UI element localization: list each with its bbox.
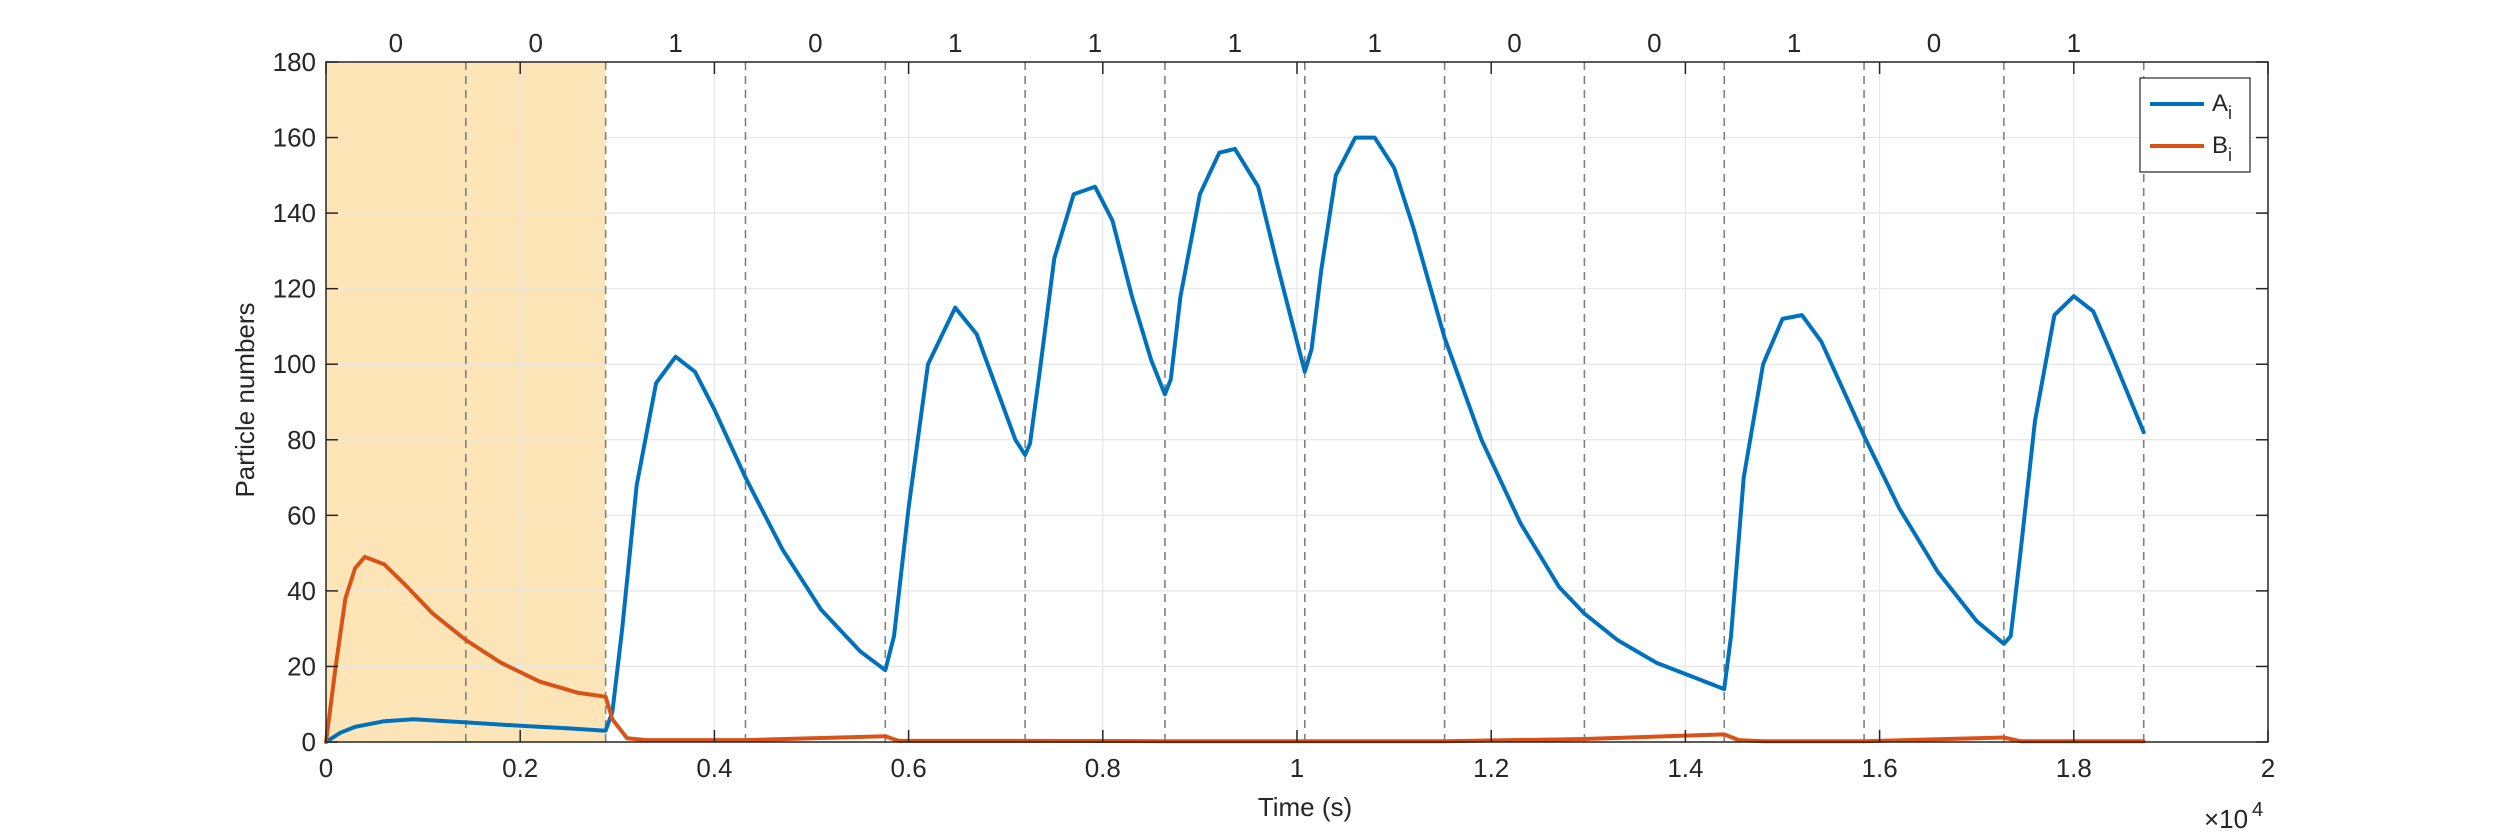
legend-label-a-subscript: i: [2228, 103, 2232, 123]
x-tick-label: 2: [2261, 753, 2275, 783]
series-layer: [324, 135, 2146, 744]
legend-label-a: Ai: [2212, 90, 2232, 123]
interval-boundaries-layer: [465, 62, 2145, 742]
x-tick-label: 0.4: [696, 753, 732, 783]
interval-label: 0: [529, 28, 543, 58]
x-tick-label: 1.4: [1667, 753, 1703, 783]
interval-label: 0: [1507, 28, 1521, 58]
y-axis-title: Particle numbers: [230, 302, 260, 497]
y-tick-label: 40: [287, 576, 316, 606]
y-tick-label: 100: [273, 349, 316, 379]
x-exponent-base: ×10: [2204, 804, 2248, 833]
x-tick-label: 1.6: [1862, 753, 1898, 783]
x-tick-label: 1.2: [1473, 753, 1509, 783]
interval-label: 1: [1088, 28, 1102, 58]
legend: Ai Bi: [2139, 77, 2251, 173]
y-tick-label: 60: [287, 500, 316, 530]
x-exponent-label: ×10 4: [2204, 799, 2263, 834]
interval-labels-layer: 0 0 1 0 1 1 1 1 0 0 1 0 1: [389, 28, 2081, 58]
interval-label: 1: [2067, 28, 2081, 58]
y-tick-label: 180: [273, 47, 316, 77]
series-line-b: [324, 554, 2146, 744]
y-tick-label: 20: [287, 651, 316, 681]
legend-box: [2139, 77, 2251, 173]
y-tick-label: 80: [287, 425, 316, 455]
x-tick-label: 0.6: [891, 753, 927, 783]
interval-label: 0: [808, 28, 822, 58]
interval-label: 1: [668, 28, 682, 58]
series-line-a: [324, 135, 2146, 744]
x-tick-label: 0.2: [502, 753, 538, 783]
x-tick-label: 0: [319, 753, 333, 783]
x-tick-label: 0.8: [1085, 753, 1121, 783]
legend-label-a-name: A: [2212, 90, 2228, 117]
axes-layer: 0 0.2 0.4 0.6 0.8 1 1.2 1.4 1.6 1.8 20204060801001…: [273, 47, 2276, 783]
interval-label: 0: [1927, 28, 1941, 58]
x-tick-label: 1.8: [2056, 753, 2092, 783]
y-tick-label: 0: [302, 727, 316, 757]
interval-label: 1: [1228, 28, 1242, 58]
x-tick-label: 1: [1290, 753, 1304, 783]
interval-label: 1: [948, 28, 962, 58]
legend-label-b-subscript: i: [2228, 145, 2232, 165]
x-axis-title: Time (s): [1258, 792, 1352, 822]
y-tick-label: 120: [273, 274, 316, 304]
y-tick-label: 140: [273, 198, 316, 228]
interval-label: 0: [1647, 28, 1661, 58]
x-exponent-power: 4: [2252, 799, 2263, 821]
legend-label-b: Bi: [2212, 132, 2232, 165]
y-tick-label: 160: [273, 123, 316, 153]
legend-label-b-name: B: [2212, 132, 2228, 159]
interval-label: 1: [1787, 28, 1801, 58]
interval-label: 1: [1367, 28, 1381, 58]
interval-label: 0: [389, 28, 403, 58]
